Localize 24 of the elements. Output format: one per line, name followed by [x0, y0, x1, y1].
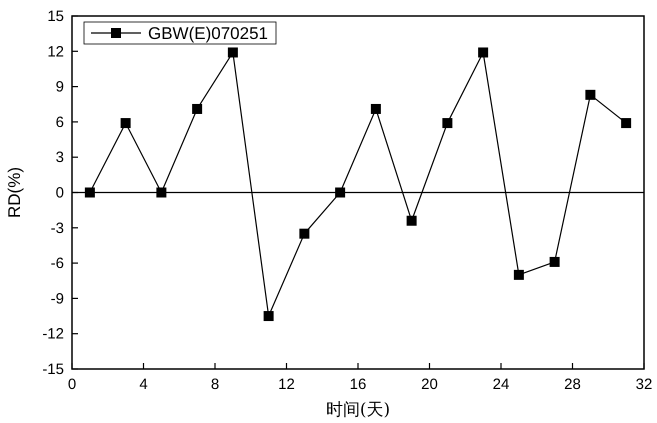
y-tick-label: -6 [50, 255, 64, 272]
y-tick-label: 3 [56, 149, 64, 166]
y-tick-label: 9 [56, 78, 64, 96]
y-tick-label: -15 [42, 361, 64, 378]
x-tick-label: 28 [564, 376, 581, 393]
x-tick-label: 0 [68, 376, 76, 393]
y-tick-label: 12 [47, 43, 64, 60]
y-tick-label: -3 [50, 220, 64, 237]
legend: GBW(E)070251 [84, 22, 276, 44]
x-tick-label: 20 [421, 376, 438, 393]
x-tick-label: 8 [210, 376, 220, 393]
x-tick-label: 24 [492, 376, 510, 393]
y-tick-label: 15 [47, 8, 64, 25]
y-axis-title: RD(%) [5, 167, 24, 218]
y-tick-label: 0 [56, 184, 64, 202]
y-tick-label: -9 [50, 290, 64, 308]
x-tick-label: 16 [350, 376, 366, 393]
y-tick-label: 6 [56, 114, 64, 131]
x-tick-label: 4 [139, 376, 148, 393]
y-tick-label: -12 [42, 326, 64, 343]
x-axis-title: 时间(天) [326, 400, 390, 420]
x-tick-label: 32 [636, 376, 652, 393]
x-tick-label: 12 [278, 376, 295, 393]
legend-label: GBW(E)070251 [148, 24, 268, 43]
